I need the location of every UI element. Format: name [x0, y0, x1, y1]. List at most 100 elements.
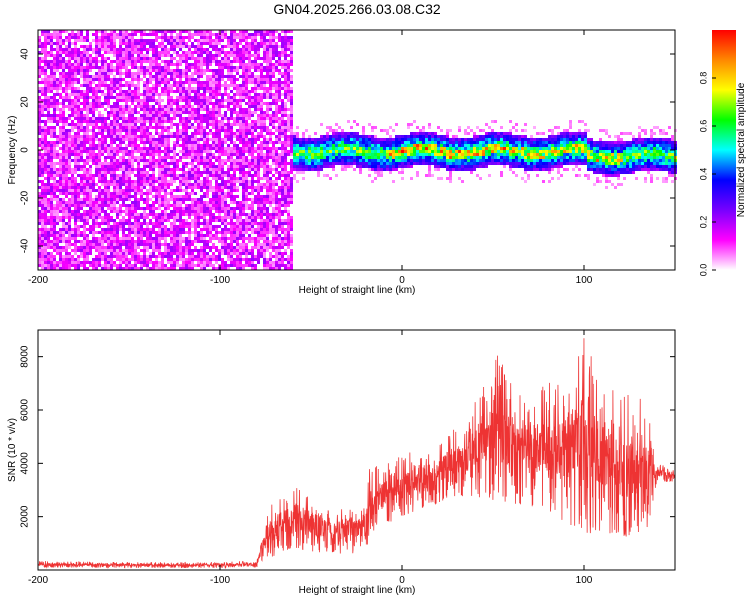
heatmap-cell [74, 57, 77, 60]
heatmap-cell [179, 54, 182, 57]
heatmap-cell [191, 204, 194, 207]
heatmap-cell [254, 213, 257, 216]
heatmap-cell [251, 36, 254, 39]
heatmap-cell [134, 90, 137, 93]
heatmap-cell [203, 129, 206, 132]
heatmap-cell [164, 147, 167, 150]
heatmap-cell [98, 132, 101, 135]
heatmap-cell [119, 45, 122, 48]
heatmap-cell [185, 66, 188, 69]
heatmap-cell [164, 189, 167, 192]
heatmap-cell [218, 210, 221, 213]
heatmap-cell [68, 192, 71, 195]
heatmap-cell [191, 63, 194, 66]
heatmap-cell [59, 246, 62, 249]
heatmap-cell [254, 63, 257, 66]
heatmap-cell [149, 180, 152, 183]
heatmap-cell [122, 216, 125, 219]
heatmap-cell [170, 117, 173, 120]
heatmap-cell [182, 237, 185, 240]
heatmap-cell [86, 69, 89, 72]
heatmap-cell [206, 81, 209, 84]
heatmap-cell [92, 117, 95, 120]
heatmap-cell [50, 75, 53, 78]
heatmap-cell [254, 36, 257, 39]
heatmap-cell [161, 189, 164, 192]
heatmap-cell [101, 57, 104, 60]
heatmap-cell [134, 195, 137, 198]
heatmap-cell [191, 225, 194, 228]
heatmap-cell [152, 126, 155, 129]
heatmap-cell [56, 42, 59, 45]
heatmap-cell [101, 171, 104, 174]
heatmap-cell [146, 99, 149, 102]
heatmap-cell [83, 48, 86, 51]
heatmap-cell [155, 186, 158, 189]
heatmap-cell [86, 117, 89, 120]
heatmap-cell [209, 117, 212, 120]
heatmap-cell [197, 204, 200, 207]
heatmap-cell [74, 78, 77, 81]
heatmap-cell [233, 222, 236, 225]
heatmap-cell [182, 111, 185, 114]
heatmap-cell [161, 33, 164, 36]
heatmap-cell [143, 165, 146, 168]
heatmap-cell [143, 42, 146, 45]
heatmap-cell [230, 33, 233, 36]
heatmap-cell [41, 105, 44, 108]
heatmap-cell [215, 81, 218, 84]
heatmap-cell [242, 231, 245, 234]
heatmap-cell [128, 240, 131, 243]
heatmap-cell [209, 99, 212, 102]
heatmap-cell [137, 231, 140, 234]
heatmap-cell [41, 210, 44, 213]
heatmap-cell [128, 84, 131, 87]
heatmap-cell [122, 48, 125, 51]
heatmap-cell [134, 216, 137, 219]
heatmap-cell [71, 261, 74, 264]
heatmap-cell [221, 48, 224, 51]
heatmap-cell [47, 102, 50, 105]
heatmap-cell [185, 186, 188, 189]
heatmap-cell [62, 123, 65, 126]
heatmap-cell [41, 135, 44, 138]
heatmap-cell [95, 126, 98, 129]
heatmap-cell [185, 237, 188, 240]
heatmap-cell [209, 165, 212, 168]
heatmap-cell [248, 174, 251, 177]
heatmap-cell [56, 204, 59, 207]
heatmap-cell [248, 129, 251, 132]
heatmap-cell [116, 168, 119, 171]
heatmap-cell [131, 207, 134, 210]
heatmap-cell [248, 36, 251, 39]
heatmap-cell [191, 138, 194, 141]
heatmap-cell [206, 261, 209, 264]
heatmap-cell [74, 240, 77, 243]
heatmap-cell [71, 111, 74, 114]
heatmap-cell [227, 153, 230, 156]
heatmap-cell [251, 141, 254, 144]
heatmap-cell [107, 186, 110, 189]
heatmap-cell [47, 99, 50, 102]
heatmap-cell [44, 72, 47, 75]
heatmap-cell [98, 66, 101, 69]
heatmap-cell [80, 183, 83, 186]
heatmap-cell [71, 204, 74, 207]
heatmap-cell [128, 210, 131, 213]
heatmap-cell [44, 258, 47, 261]
heatmap-cell [134, 138, 137, 141]
heatmap-cell [227, 105, 230, 108]
heatmap-cell [86, 198, 89, 201]
heatmap-cell [245, 75, 248, 78]
heatmap-cell [59, 168, 62, 171]
heatmap-cell [119, 129, 122, 132]
heatmap-cell [245, 72, 248, 75]
heatmap-cell [212, 144, 215, 147]
heatmap-cell [68, 264, 71, 267]
heatmap-cell [161, 81, 164, 84]
heatmap-cell [239, 219, 242, 222]
heatmap-cell [143, 111, 146, 114]
heatmap-cell [134, 231, 137, 234]
heatmap-cell [140, 258, 143, 261]
heatmap-cell [203, 186, 206, 189]
